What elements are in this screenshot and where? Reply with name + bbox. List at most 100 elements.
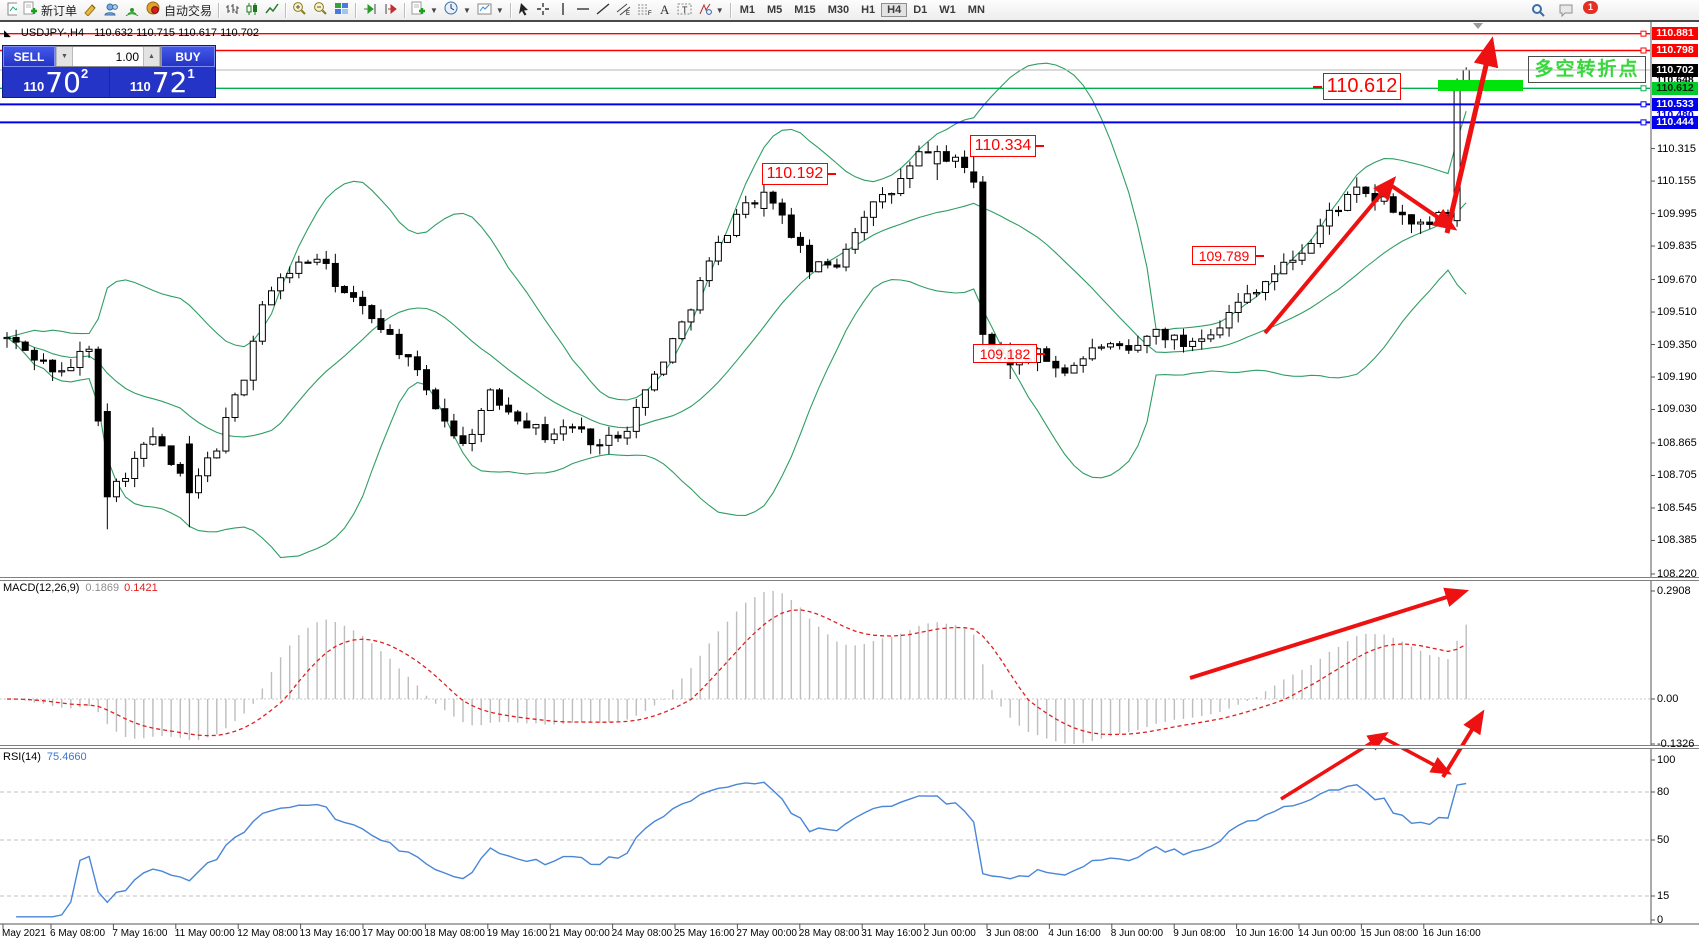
volume-decrease-button[interactable]: ▼ bbox=[56, 47, 73, 66]
text-button[interactable]: A bbox=[655, 1, 674, 19]
volume-increase-button[interactable]: ▲ bbox=[143, 47, 160, 66]
styler-button[interactable] bbox=[80, 1, 101, 19]
chat-icon[interactable]: 1 bbox=[1555, 1, 1598, 19]
equidistant-channel-button[interactable]: E bbox=[613, 1, 634, 19]
bull-candle bbox=[222, 416, 230, 452]
main-macd-separator[interactable] bbox=[0, 577, 1699, 581]
bear-candle bbox=[505, 404, 513, 413]
line-chart-mode-button[interactable] bbox=[262, 1, 282, 19]
bull-candle bbox=[1252, 291, 1260, 295]
horizontal-line-button[interactable] bbox=[573, 1, 593, 19]
sell-button[interactable]: SELL bbox=[3, 46, 55, 67]
bull-candle bbox=[632, 406, 640, 432]
arrows-objects-button[interactable]: ▼ bbox=[695, 1, 727, 19]
bull-candle bbox=[696, 280, 704, 311]
periods-button[interactable]: ▼ bbox=[441, 1, 474, 19]
timeframe-w1[interactable]: W1 bbox=[939, 4, 956, 16]
bar-chart-mode-button[interactable] bbox=[222, 1, 242, 19]
bear-candle bbox=[796, 236, 804, 246]
level-line-handle[interactable] bbox=[1640, 119, 1647, 126]
templates-button[interactable]: ▼ bbox=[474, 1, 507, 19]
price-level-label-110.702: 110.702 bbox=[1652, 63, 1698, 77]
level-line-handle[interactable] bbox=[1640, 85, 1647, 92]
notification-badge[interactable]: 1 bbox=[1583, 1, 1598, 14]
timeframe-m15[interactable]: M15 bbox=[794, 4, 816, 16]
buy-quote-big-figure: 110 bbox=[129, 79, 151, 94]
profiles-icon bbox=[104, 2, 119, 19]
timeframe-h4[interactable]: H4 bbox=[881, 3, 908, 17]
zoom-out-button[interactable] bbox=[310, 1, 331, 19]
chevron-down-icon: ▼ bbox=[462, 5, 471, 15]
tile-windows-button[interactable] bbox=[331, 1, 352, 19]
bear-candle bbox=[523, 420, 531, 429]
auto-trading-button[interactable]: 自动交易 bbox=[143, 1, 215, 19]
level-line-handle[interactable] bbox=[1640, 101, 1647, 108]
bull-candle bbox=[879, 194, 887, 203]
auto-scroll-button[interactable] bbox=[359, 1, 380, 19]
bull-candle bbox=[258, 304, 266, 342]
bull-candle bbox=[714, 241, 722, 262]
callout-leader-tick bbox=[1036, 352, 1045, 355]
crosshair-button[interactable] bbox=[533, 1, 553, 19]
search-icon[interactable] bbox=[1528, 1, 1549, 19]
bull-candle bbox=[1417, 221, 1425, 225]
cursor-button[interactable] bbox=[514, 1, 533, 19]
price-callout: 109.789 bbox=[1192, 246, 1256, 265]
chart-shift-button[interactable] bbox=[380, 1, 401, 19]
buy-quote[interactable]: 110 72 1 bbox=[110, 67, 216, 97]
fibonacci-button[interactable]: F bbox=[634, 1, 655, 19]
trendline-button[interactable] bbox=[593, 1, 613, 19]
new-order-button[interactable]: 新订单 bbox=[20, 1, 80, 19]
indicators-button[interactable]: ▼ bbox=[408, 1, 441, 19]
profiles-button[interactable] bbox=[101, 1, 122, 19]
bar-chart-mode-icon bbox=[225, 2, 240, 19]
sell-quote[interactable]: 110 70 2 bbox=[3, 67, 110, 97]
toolbar-separator bbox=[404, 2, 406, 18]
bear-candle bbox=[185, 443, 193, 494]
bull-candle bbox=[267, 290, 275, 306]
bear-candle bbox=[413, 356, 421, 371]
macd-value-signal: 0.1421 bbox=[124, 582, 158, 594]
bear-candle bbox=[158, 436, 166, 447]
bear-candle bbox=[432, 389, 440, 410]
volume-input[interactable] bbox=[73, 47, 143, 66]
time-tick-label: 19 May 16:00 bbox=[486, 928, 548, 939]
fibonacci-icon: F bbox=[637, 2, 652, 19]
vertical-line-button[interactable] bbox=[553, 1, 573, 19]
price-tick-label: 109.190 bbox=[1657, 371, 1697, 383]
chart-title: ◣ USDJPY-,H4 110.632 110.715 110.617 110… bbox=[4, 27, 259, 39]
bear-candle bbox=[322, 258, 330, 264]
zoom-in-button[interactable] bbox=[289, 1, 310, 19]
level-line-handle[interactable] bbox=[1640, 30, 1647, 37]
bear-candle bbox=[423, 369, 431, 391]
bull-candle bbox=[1225, 311, 1233, 329]
timeframe-m5[interactable]: M5 bbox=[767, 4, 783, 16]
timeframe-d1[interactable]: D1 bbox=[913, 4, 928, 16]
bull-candle bbox=[58, 370, 66, 373]
signals-button[interactable] bbox=[122, 1, 143, 19]
chevron-down-icon: ▼ bbox=[430, 5, 438, 15]
macd-tick-label: 0.2908 bbox=[1657, 585, 1691, 597]
bear-candle bbox=[806, 244, 814, 273]
timeframe-h1[interactable]: H1 bbox=[861, 4, 876, 16]
price-tick-label: 109.670 bbox=[1657, 273, 1697, 286]
bull-candle bbox=[3, 336, 11, 340]
timeframe-m30[interactable]: M30 bbox=[827, 4, 850, 16]
text-label-button[interactable]: T bbox=[674, 1, 695, 19]
candle-chart-mode-button[interactable] bbox=[242, 1, 262, 19]
auto-trading-label: 自动交易 bbox=[164, 3, 213, 18]
timeframe-mn[interactable]: MN bbox=[967, 4, 985, 16]
bollinger-lower-band bbox=[6, 269, 1467, 559]
bear-candle bbox=[21, 341, 29, 351]
bull-candle bbox=[742, 202, 750, 215]
bull-candle bbox=[112, 480, 120, 498]
time-tick-label: 24 May 08:00 bbox=[611, 928, 673, 939]
macd-rsi-separator[interactable] bbox=[0, 745, 1699, 749]
level-line-handle[interactable] bbox=[1640, 47, 1647, 54]
bear-candle bbox=[1116, 343, 1124, 347]
timeframe-m1[interactable]: M1 bbox=[739, 4, 755, 16]
axes-layer[interactable] bbox=[0, 22, 1699, 929]
buy-button[interactable]: BUY bbox=[161, 46, 215, 67]
rsi-label: RSI(14) 75.4660 bbox=[3, 751, 87, 763]
